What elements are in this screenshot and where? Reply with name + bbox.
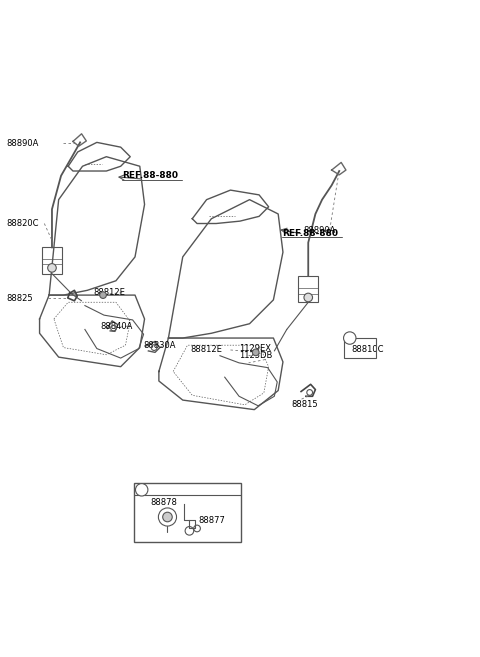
Text: 88812E: 88812E	[190, 346, 222, 355]
Circle shape	[135, 484, 148, 496]
Text: 88820C: 88820C	[6, 219, 39, 228]
Circle shape	[252, 349, 259, 355]
Text: 88840A: 88840A	[101, 322, 133, 330]
Text: 88890A: 88890A	[303, 226, 336, 235]
Circle shape	[344, 332, 356, 344]
Text: 88878: 88878	[151, 498, 178, 507]
Text: 88825: 88825	[6, 294, 33, 303]
Bar	[344, 338, 376, 358]
Text: a: a	[139, 486, 144, 494]
Text: REF.88-880: REF.88-880	[282, 229, 338, 238]
Text: 88830A: 88830A	[144, 341, 176, 350]
Text: 1129EX: 1129EX	[239, 344, 271, 353]
Bar	[42, 248, 62, 273]
Bar	[134, 483, 241, 542]
Bar	[298, 276, 318, 302]
Circle shape	[48, 263, 56, 272]
Circle shape	[100, 292, 107, 298]
Text: a: a	[347, 334, 352, 342]
Text: 88890A: 88890A	[6, 139, 38, 148]
Circle shape	[304, 293, 312, 302]
Text: 88815: 88815	[291, 400, 318, 409]
Text: 1125DB: 1125DB	[239, 351, 273, 360]
Text: REF.88-880: REF.88-880	[122, 171, 178, 180]
Circle shape	[163, 512, 172, 522]
Text: 88812E: 88812E	[94, 288, 125, 297]
Text: 88810C: 88810C	[351, 346, 384, 355]
Text: 88877: 88877	[199, 516, 225, 526]
